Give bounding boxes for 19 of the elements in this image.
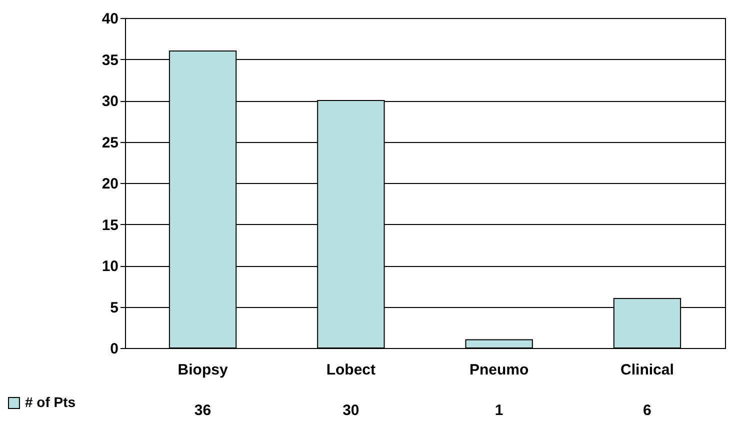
bar xyxy=(465,339,533,348)
x-tick-label: Lobect xyxy=(326,362,376,378)
y-tick-label: 0 xyxy=(110,340,118,358)
y-tick-label: 30 xyxy=(102,93,118,110)
data-label: 1 xyxy=(494,402,504,419)
y-tick-label: 20 xyxy=(102,176,118,192)
data-label: 6 xyxy=(643,402,652,419)
data-label: 36 xyxy=(194,402,212,419)
y-tick-label: 25 xyxy=(102,134,118,152)
y-tick-label: 5 xyxy=(110,299,118,316)
y-tick-label: 15 xyxy=(102,216,118,234)
data-label: 30 xyxy=(342,402,360,419)
legend-label: # of Pts xyxy=(25,394,76,410)
x-tick-label: Biopsy xyxy=(178,362,228,378)
y-tick-label: 10 xyxy=(102,258,118,275)
y-tick-label: 40 xyxy=(102,10,118,28)
x-tick-label: Pneumo xyxy=(469,362,529,378)
y-tick-label: 35 xyxy=(102,52,118,69)
x-tick-label: Clinical xyxy=(620,362,674,378)
